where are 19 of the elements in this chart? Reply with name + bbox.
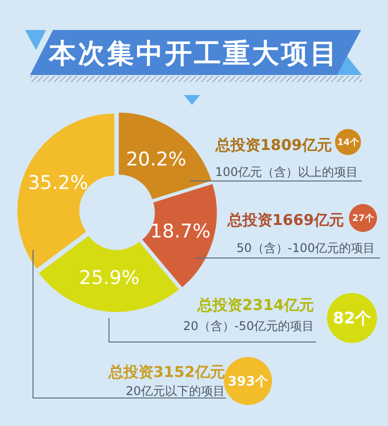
text: 总投资1809亿元	[214, 136, 332, 154]
slice-label: 20亿元以下的项目	[126, 384, 225, 398]
text: 总投资1669亿元	[226, 211, 344, 229]
data-label: 35.2%	[28, 172, 88, 194]
text: 393个	[228, 374, 270, 390]
donut-slice	[142, 184, 217, 288]
text: 总投资3152亿元	[107, 363, 225, 381]
data-label: 18.7%	[150, 220, 210, 242]
legend-label: 50（含）-100亿元的项目	[236, 241, 375, 255]
text: 27个	[352, 213, 375, 224]
data-label: 25.9%	[79, 267, 140, 290]
text: 14个	[337, 137, 360, 148]
legend-label: 100亿元（含）以上的项目	[215, 165, 358, 179]
chart-title: 本次集中开工重大项目	[48, 38, 339, 70]
donut-slice	[118, 112, 212, 200]
text: 82个	[332, 308, 372, 328]
data-label: 20.2%	[126, 148, 186, 170]
slice-label: 20（含）-50亿元的项目	[183, 319, 314, 333]
text: 总投资2314亿元	[196, 296, 314, 314]
